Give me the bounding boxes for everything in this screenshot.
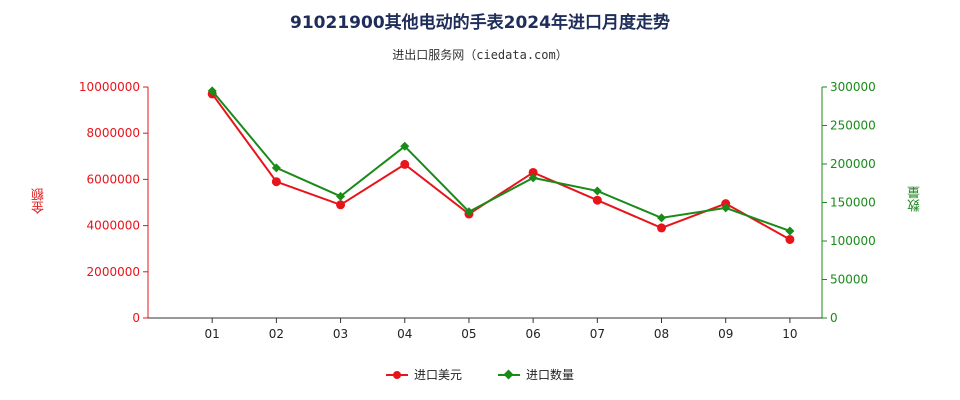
x-tick-label: 06 [526, 327, 541, 341]
series-point-quantity [207, 86, 217, 96]
x-tick-label: 01 [205, 327, 220, 341]
series-point-quantity [657, 213, 667, 223]
legend-label-quantity: 进口数量 [526, 368, 575, 382]
y-tick-right-label: 250000 [830, 119, 876, 133]
y-tick-left-label: 4000000 [87, 219, 140, 233]
series-point-amount [336, 200, 346, 210]
chart-subtitle: 进出口服务网（ciedata.com） [392, 48, 568, 62]
legend-item-amount[interactable]: 进口美元 [385, 366, 462, 383]
x-tick-label: 04 [397, 327, 412, 341]
y-tick-left-label: 2000000 [87, 265, 140, 279]
y-tick-left-label: 8000000 [87, 126, 140, 140]
series-point-amount [528, 167, 538, 177]
series-point-quantity [271, 163, 281, 173]
series-point-quantity [336, 191, 346, 201]
series-point-amount [657, 223, 667, 233]
series-point-quantity [721, 203, 731, 213]
x-tick-label: 02 [269, 327, 284, 341]
legend-swatch-quantity [498, 369, 520, 380]
series-line-0 [211, 93, 791, 241]
series-point-amount [592, 195, 602, 205]
series-point-quantity [592, 186, 602, 196]
chart-legend: 进口美元 进口数量 [0, 366, 960, 383]
series-point-amount [271, 177, 281, 187]
series-point-quantity [464, 207, 474, 217]
y-tick-left-label: 10000000 [79, 80, 140, 94]
x-tick-label: 08 [654, 327, 669, 341]
y-tick-right-label: 300000 [830, 80, 876, 94]
legend-swatch-amount [385, 370, 408, 380]
y-tick-right-label: 0 [830, 311, 838, 325]
x-tick-label: 09 [718, 327, 733, 341]
x-tick-label: 03 [333, 327, 348, 341]
series-point-quantity [400, 141, 410, 151]
series-point-quantity [528, 173, 538, 183]
y-tick-left-label: 6000000 [87, 172, 140, 186]
y-tick-right-label: 100000 [830, 234, 876, 248]
series-point-amount [785, 234, 795, 244]
series-point-quantity [785, 226, 795, 236]
x-tick-label: 05 [461, 327, 476, 341]
chart-title: 91021900其他电动的手表2024年进口月度走势 [290, 13, 670, 33]
series-point-amount [400, 159, 410, 169]
x-tick-label: 07 [590, 327, 605, 341]
y-tick-left-label: 0 [132, 311, 140, 325]
series-line-1 [211, 90, 791, 232]
y-tick-right-label: 50000 [830, 273, 868, 287]
legend-label-amount: 进口美元 [413, 368, 462, 382]
y-tick-right-label: 200000 [830, 157, 876, 171]
x-tick-label: 10 [782, 327, 797, 341]
legend-item-quantity[interactable]: 进口数量 [498, 366, 574, 383]
y-tick-right-label: 150000 [830, 196, 876, 210]
